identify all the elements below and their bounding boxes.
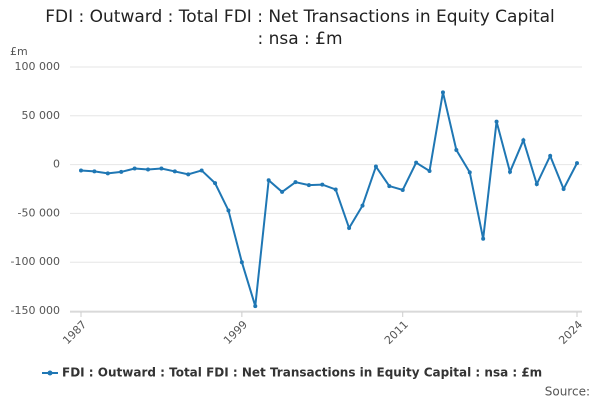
point	[521, 138, 526, 143]
series-line	[80, 92, 578, 307]
point	[172, 169, 177, 174]
y-tick-label: -100 000	[11, 255, 60, 268]
point	[132, 166, 137, 171]
point	[119, 169, 124, 174]
point	[293, 180, 298, 185]
point	[146, 167, 151, 172]
point	[226, 208, 231, 213]
y-tick-label: 50 000	[22, 109, 61, 122]
legend-label: FDI : Outward : Total FDI : Net Transact…	[62, 366, 542, 380]
point	[507, 169, 512, 174]
chart-title: FDI : Outward : Total FDI : Net Transact…	[45, 7, 555, 49]
point	[400, 187, 405, 192]
point	[454, 147, 459, 152]
point	[467, 170, 472, 175]
point	[387, 184, 392, 189]
point	[360, 203, 365, 208]
point	[373, 164, 378, 169]
point	[347, 226, 352, 231]
point	[414, 160, 419, 165]
y-tick-label: -150 000	[11, 304, 60, 317]
y-tick-label: 0	[53, 158, 60, 171]
point	[481, 236, 486, 241]
y-tick-label: 100 000	[15, 60, 61, 73]
point	[306, 183, 311, 188]
point	[320, 182, 325, 187]
point	[440, 90, 445, 95]
point	[494, 119, 499, 124]
point	[186, 172, 191, 177]
x-tick-label: 2011	[382, 318, 411, 347]
source: Source:	[545, 385, 590, 399]
point	[534, 182, 539, 187]
y-unit-label: £m	[10, 45, 28, 58]
point	[159, 166, 164, 171]
point	[92, 169, 97, 174]
x-tick-label: 1987	[60, 318, 89, 347]
point	[280, 189, 285, 194]
point	[575, 161, 579, 166]
point	[105, 171, 110, 176]
point	[239, 260, 244, 265]
point	[427, 168, 432, 173]
y-tick-label: -50 000	[18, 206, 60, 219]
point	[266, 178, 271, 183]
point	[548, 153, 553, 158]
point	[79, 168, 83, 173]
point	[333, 187, 338, 192]
legend-swatch-dot	[47, 370, 53, 376]
point	[561, 187, 566, 191]
point	[213, 181, 218, 186]
point	[253, 304, 258, 309]
x-tick-label: 1999	[221, 318, 250, 347]
x-tick-label: 2024	[556, 318, 585, 347]
point	[199, 168, 204, 173]
